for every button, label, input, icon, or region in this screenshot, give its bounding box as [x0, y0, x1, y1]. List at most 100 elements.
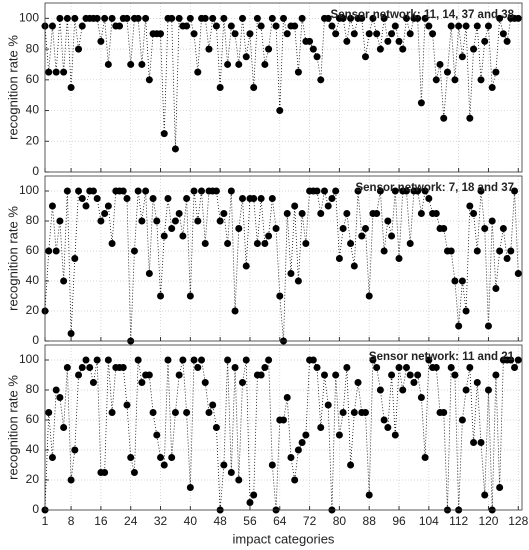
data-point	[507, 356, 515, 364]
data-point	[272, 225, 280, 232]
data-point	[402, 14, 410, 22]
data-point	[209, 401, 217, 409]
plot-area	[45, 3, 522, 172]
data-point	[175, 371, 183, 379]
data-point	[60, 424, 68, 431]
y-tick-label: 40	[26, 273, 40, 287]
data-point	[328, 195, 336, 202]
data-point	[365, 30, 373, 38]
data-point	[239, 14, 247, 22]
data-point	[60, 277, 68, 285]
data-point	[455, 22, 463, 30]
data-point	[242, 262, 250, 270]
data-point	[108, 240, 116, 247]
data-point	[179, 356, 187, 364]
data-point	[142, 187, 150, 195]
data-point	[391, 187, 399, 195]
data-point	[145, 270, 153, 277]
data-point	[52, 386, 60, 394]
data-point	[507, 247, 515, 255]
data-point	[361, 409, 369, 416]
data-point	[201, 240, 209, 247]
data-point	[119, 187, 127, 195]
data-point	[127, 60, 135, 68]
data-point	[473, 247, 481, 255]
data-point	[227, 469, 235, 476]
y-tick-label: 60	[26, 412, 40, 426]
data-point	[417, 394, 425, 401]
data-point	[212, 22, 220, 30]
data-point	[224, 60, 232, 68]
data-point	[388, 232, 396, 240]
data-point	[417, 99, 425, 107]
data-point	[198, 356, 206, 364]
data-point	[462, 22, 470, 30]
data-point	[239, 379, 247, 386]
data-point	[514, 356, 522, 364]
data-point	[395, 364, 403, 371]
x-tick-label: 56	[243, 514, 257, 528]
data-point	[250, 195, 258, 202]
data-point	[402, 187, 410, 195]
data-point	[101, 469, 109, 476]
data-point	[332, 187, 340, 195]
data-point	[328, 22, 336, 30]
data-point	[280, 416, 287, 424]
data-point	[268, 14, 276, 22]
data-point	[339, 14, 347, 22]
data-point	[67, 84, 75, 91]
data-point	[388, 30, 396, 38]
data-point	[365, 292, 373, 300]
data-point	[56, 394, 64, 401]
data-point	[432, 76, 440, 84]
y-tick-label: 0	[32, 164, 39, 178]
data-point	[380, 416, 388, 424]
annotation: Sensor network: 11 and 21	[369, 351, 515, 363]
data-point	[220, 461, 228, 469]
data-point	[380, 14, 388, 22]
data-point	[361, 225, 369, 232]
data-point	[306, 37, 314, 45]
data-point	[466, 202, 474, 210]
data-point	[190, 187, 198, 195]
data-point	[160, 232, 168, 240]
data-point	[406, 240, 414, 247]
x-tick-label: 104	[419, 514, 439, 528]
data-point	[246, 499, 254, 506]
data-point	[212, 424, 220, 431]
data-point	[332, 30, 340, 38]
y-tick-label: 20	[26, 303, 40, 317]
data-point	[317, 424, 325, 431]
data-point	[421, 454, 429, 461]
data-point	[309, 45, 317, 53]
data-point	[324, 14, 332, 22]
data-point	[123, 14, 131, 22]
data-point	[384, 217, 392, 225]
data-point	[108, 14, 116, 22]
data-point	[354, 187, 362, 195]
data-point	[186, 14, 194, 22]
data-point	[138, 60, 146, 68]
data-point	[224, 240, 232, 247]
data-point	[320, 371, 328, 379]
data-point	[265, 45, 273, 53]
data-point	[332, 371, 340, 379]
data-point	[473, 22, 481, 30]
x-tick-label: 32	[154, 514, 168, 528]
data-point	[212, 187, 220, 195]
data-point	[470, 210, 478, 217]
data-point	[71, 446, 79, 454]
data-point	[280, 14, 287, 22]
data-point	[78, 195, 86, 202]
data-point	[168, 14, 176, 22]
data-point	[421, 14, 429, 22]
data-point	[190, 30, 198, 38]
data-point	[309, 356, 317, 364]
data-point	[101, 14, 109, 22]
data-point	[231, 307, 239, 315]
data-point	[388, 371, 396, 379]
data-point	[298, 14, 306, 22]
data-point	[484, 22, 492, 30]
data-point	[343, 364, 351, 371]
x-tick-label: 128	[508, 514, 528, 528]
